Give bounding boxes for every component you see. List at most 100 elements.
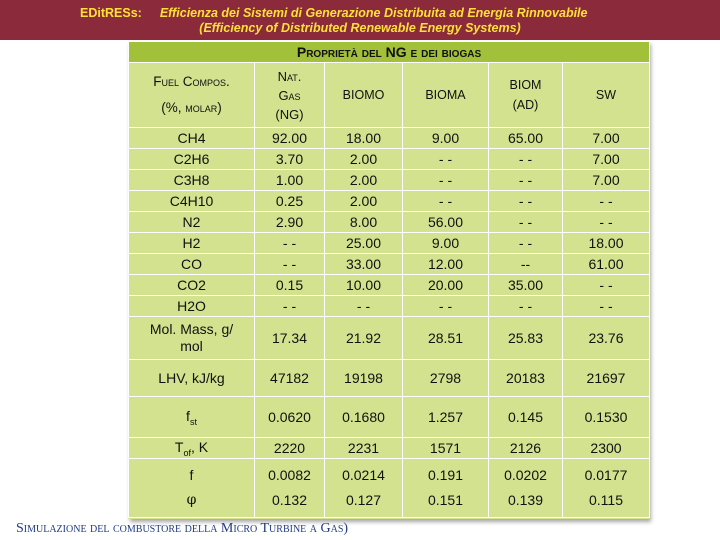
cell-biom-phi: 0.139 <box>507 492 544 508</box>
cell-sw: 7.00 <box>562 127 650 149</box>
cell-ng: - - <box>254 232 325 254</box>
cell-bioma: 56.00 <box>402 211 489 233</box>
row-label: C3H8 <box>128 169 255 191</box>
cell-sw: - - <box>562 274 650 296</box>
cell-sw: 7.00 <box>562 148 650 170</box>
banner-title-it: Efficienza dei Sistemi di Generazione Di… <box>159 6 588 20</box>
properties-table-panel: Proprietà del NG e dei biogas Fuel Compo… <box>128 41 650 519</box>
cell-biom: 20183 <box>488 359 563 397</box>
cell-sw: - - <box>562 211 650 233</box>
cell-bioma: 20.00 <box>402 274 489 296</box>
table-row: C3H8 1.00 2.00- -- -7.00 <box>128 169 650 191</box>
header-sw: SW <box>562 62 650 128</box>
cell-sw: 2300 <box>562 437 650 459</box>
cell-ng: 92.00 <box>254 127 325 149</box>
cell-sw: 0.0177 0.115 <box>562 458 650 518</box>
cell-biom: 2126 <box>488 437 563 459</box>
cell-biomo: 33.00 <box>324 253 403 275</box>
cell-ng: 0.0620 <box>254 396 325 438</box>
cell-bioma: 0.191 0.151 <box>402 458 489 518</box>
cell-biomo: 25.00 <box>324 232 403 254</box>
cell-biomo: 19198 <box>324 359 403 397</box>
f-label: f <box>189 467 194 483</box>
cell-biom: - - <box>488 169 563 191</box>
cell-bioma: - - <box>402 190 489 212</box>
cell-bioma: 2798 <box>402 359 489 397</box>
cell-ng: 17.34 <box>254 316 325 360</box>
cell-biomo: 2.00 <box>324 169 403 191</box>
cell-bioma: 9.00 <box>402 127 489 149</box>
cell-biom: 0.145 <box>488 396 563 438</box>
table-row: N2 2.90 8.00 56.00- -- - <box>128 211 650 233</box>
cell-biom: - - <box>488 148 563 170</box>
phi-label: φ <box>186 492 197 508</box>
cell-biom: 25.83 <box>488 316 563 360</box>
row-f-phi: f φ 0.0082 0.132 0.0214 0.127 0.191 0.15… <box>128 458 650 518</box>
header-biom-ad: BIOM (AD) <box>488 62 563 128</box>
cell-biomo: 2.00 <box>324 190 403 212</box>
cell-bioma: 12.00 <box>402 253 489 275</box>
cell-biom: - - <box>488 295 563 317</box>
header-fuel-line-1: Fuel Compos. <box>153 74 230 89</box>
row-label: CH4 <box>128 127 255 149</box>
row-label: C2H6 <box>128 148 255 170</box>
row-lhv: LHV, kJ/kg 47182 19198 2798 20183 21697 <box>128 359 650 397</box>
row-label: fst <box>128 396 255 438</box>
cell-bioma: 1571 <box>402 437 489 459</box>
cell-sw-f: 0.0177 <box>584 467 628 483</box>
molmass-label-1: Mol. Mass, g/ <box>149 321 234 337</box>
cell-biom-f: 0.0202 <box>504 467 547 483</box>
row-tof: Tof, K 2220 2231 1571 2126 2300 <box>128 437 650 459</box>
table-row: CO2 0.15 10.00 20.00 35.00- - <box>128 274 650 296</box>
cell-biomo: 0.1680 <box>324 396 403 438</box>
cell-sw-phi: 0.115 <box>589 492 623 508</box>
cell-ng: 0.15 <box>254 274 325 296</box>
header-fuel-composition: Fuel Compos. (%, molar) <box>128 62 255 128</box>
cell-bioma: 9.00 <box>402 232 489 254</box>
tof-label-sub: of <box>183 447 191 458</box>
tof-label-tail: , K <box>190 438 209 455</box>
fst-label-sub: st <box>189 416 197 427</box>
cell-ng-phi: 0.132 <box>271 492 308 508</box>
cell-biom: - - <box>488 211 563 233</box>
cell-bioma-f: 0.191 <box>427 467 464 483</box>
row-label: f φ <box>128 458 255 518</box>
header-biom-line-2: (AD) <box>512 98 539 112</box>
header-biom-line-1: BIOM <box>509 78 542 92</box>
cell-ng: 47182 <box>254 359 325 397</box>
row-label: LHV, kJ/kg <box>128 359 255 397</box>
row-label: N2 <box>128 211 255 233</box>
tof-label-main: T <box>174 438 184 455</box>
banner-title-en: (Efficiency of Distributed Renewable Ene… <box>199 21 521 35</box>
table-row: C2H6 3.70 2.00- -- -7.00 <box>128 148 650 170</box>
cell-bioma: - - <box>402 148 489 170</box>
row-label: CO2 <box>128 274 255 296</box>
row-fst: fst 0.0620 0.1680 1.257 0.145 0.1530 <box>128 396 650 438</box>
table-row: CH4 92.00 18.00 9.00 65.00 7.00 <box>128 127 650 149</box>
cell-bioma: - - <box>402 169 489 191</box>
cell-bioma: 1.257 <box>402 396 489 438</box>
banner-brand: EDitRESs: <box>80 6 142 20</box>
table-row: CO - -33.00 12.00 -- 61.00 <box>128 253 650 275</box>
header-ng-line-1: Nat. <box>277 68 302 84</box>
composition-rows: CH4 92.00 18.00 9.00 65.00 7.00 C2H6 3.70 2.00- … <box>128 127 650 317</box>
cell-biom: 65.00 <box>488 127 563 149</box>
row-label: H2 <box>128 232 255 254</box>
cell-ng: - - <box>254 253 325 275</box>
row-label: C4H10 <box>128 190 255 212</box>
properties-table: Proprietà del NG e dei biogas Fuel Compo… <box>128 41 650 518</box>
cell-sw: 61.00 <box>562 253 650 275</box>
cell-biomo: - - <box>324 295 403 317</box>
row-label: Tof, K <box>128 437 255 459</box>
cell-biom: - - <box>488 232 563 254</box>
cell-biomo: 10.00 <box>324 274 403 296</box>
molmass-label-2: mol <box>180 338 203 354</box>
header-biomo: BIOMO <box>324 62 403 128</box>
cell-ng: 1.00 <box>254 169 325 191</box>
header-ng-line-3: (NG) <box>275 106 304 122</box>
cell-ng: - - <box>254 295 325 317</box>
cell-biomo-phi: 0.127 <box>345 492 382 508</box>
cell-sw: - - <box>562 190 650 212</box>
cell-biomo-f: 0.0214 <box>342 467 385 483</box>
cell-biom: -- <box>488 253 563 275</box>
